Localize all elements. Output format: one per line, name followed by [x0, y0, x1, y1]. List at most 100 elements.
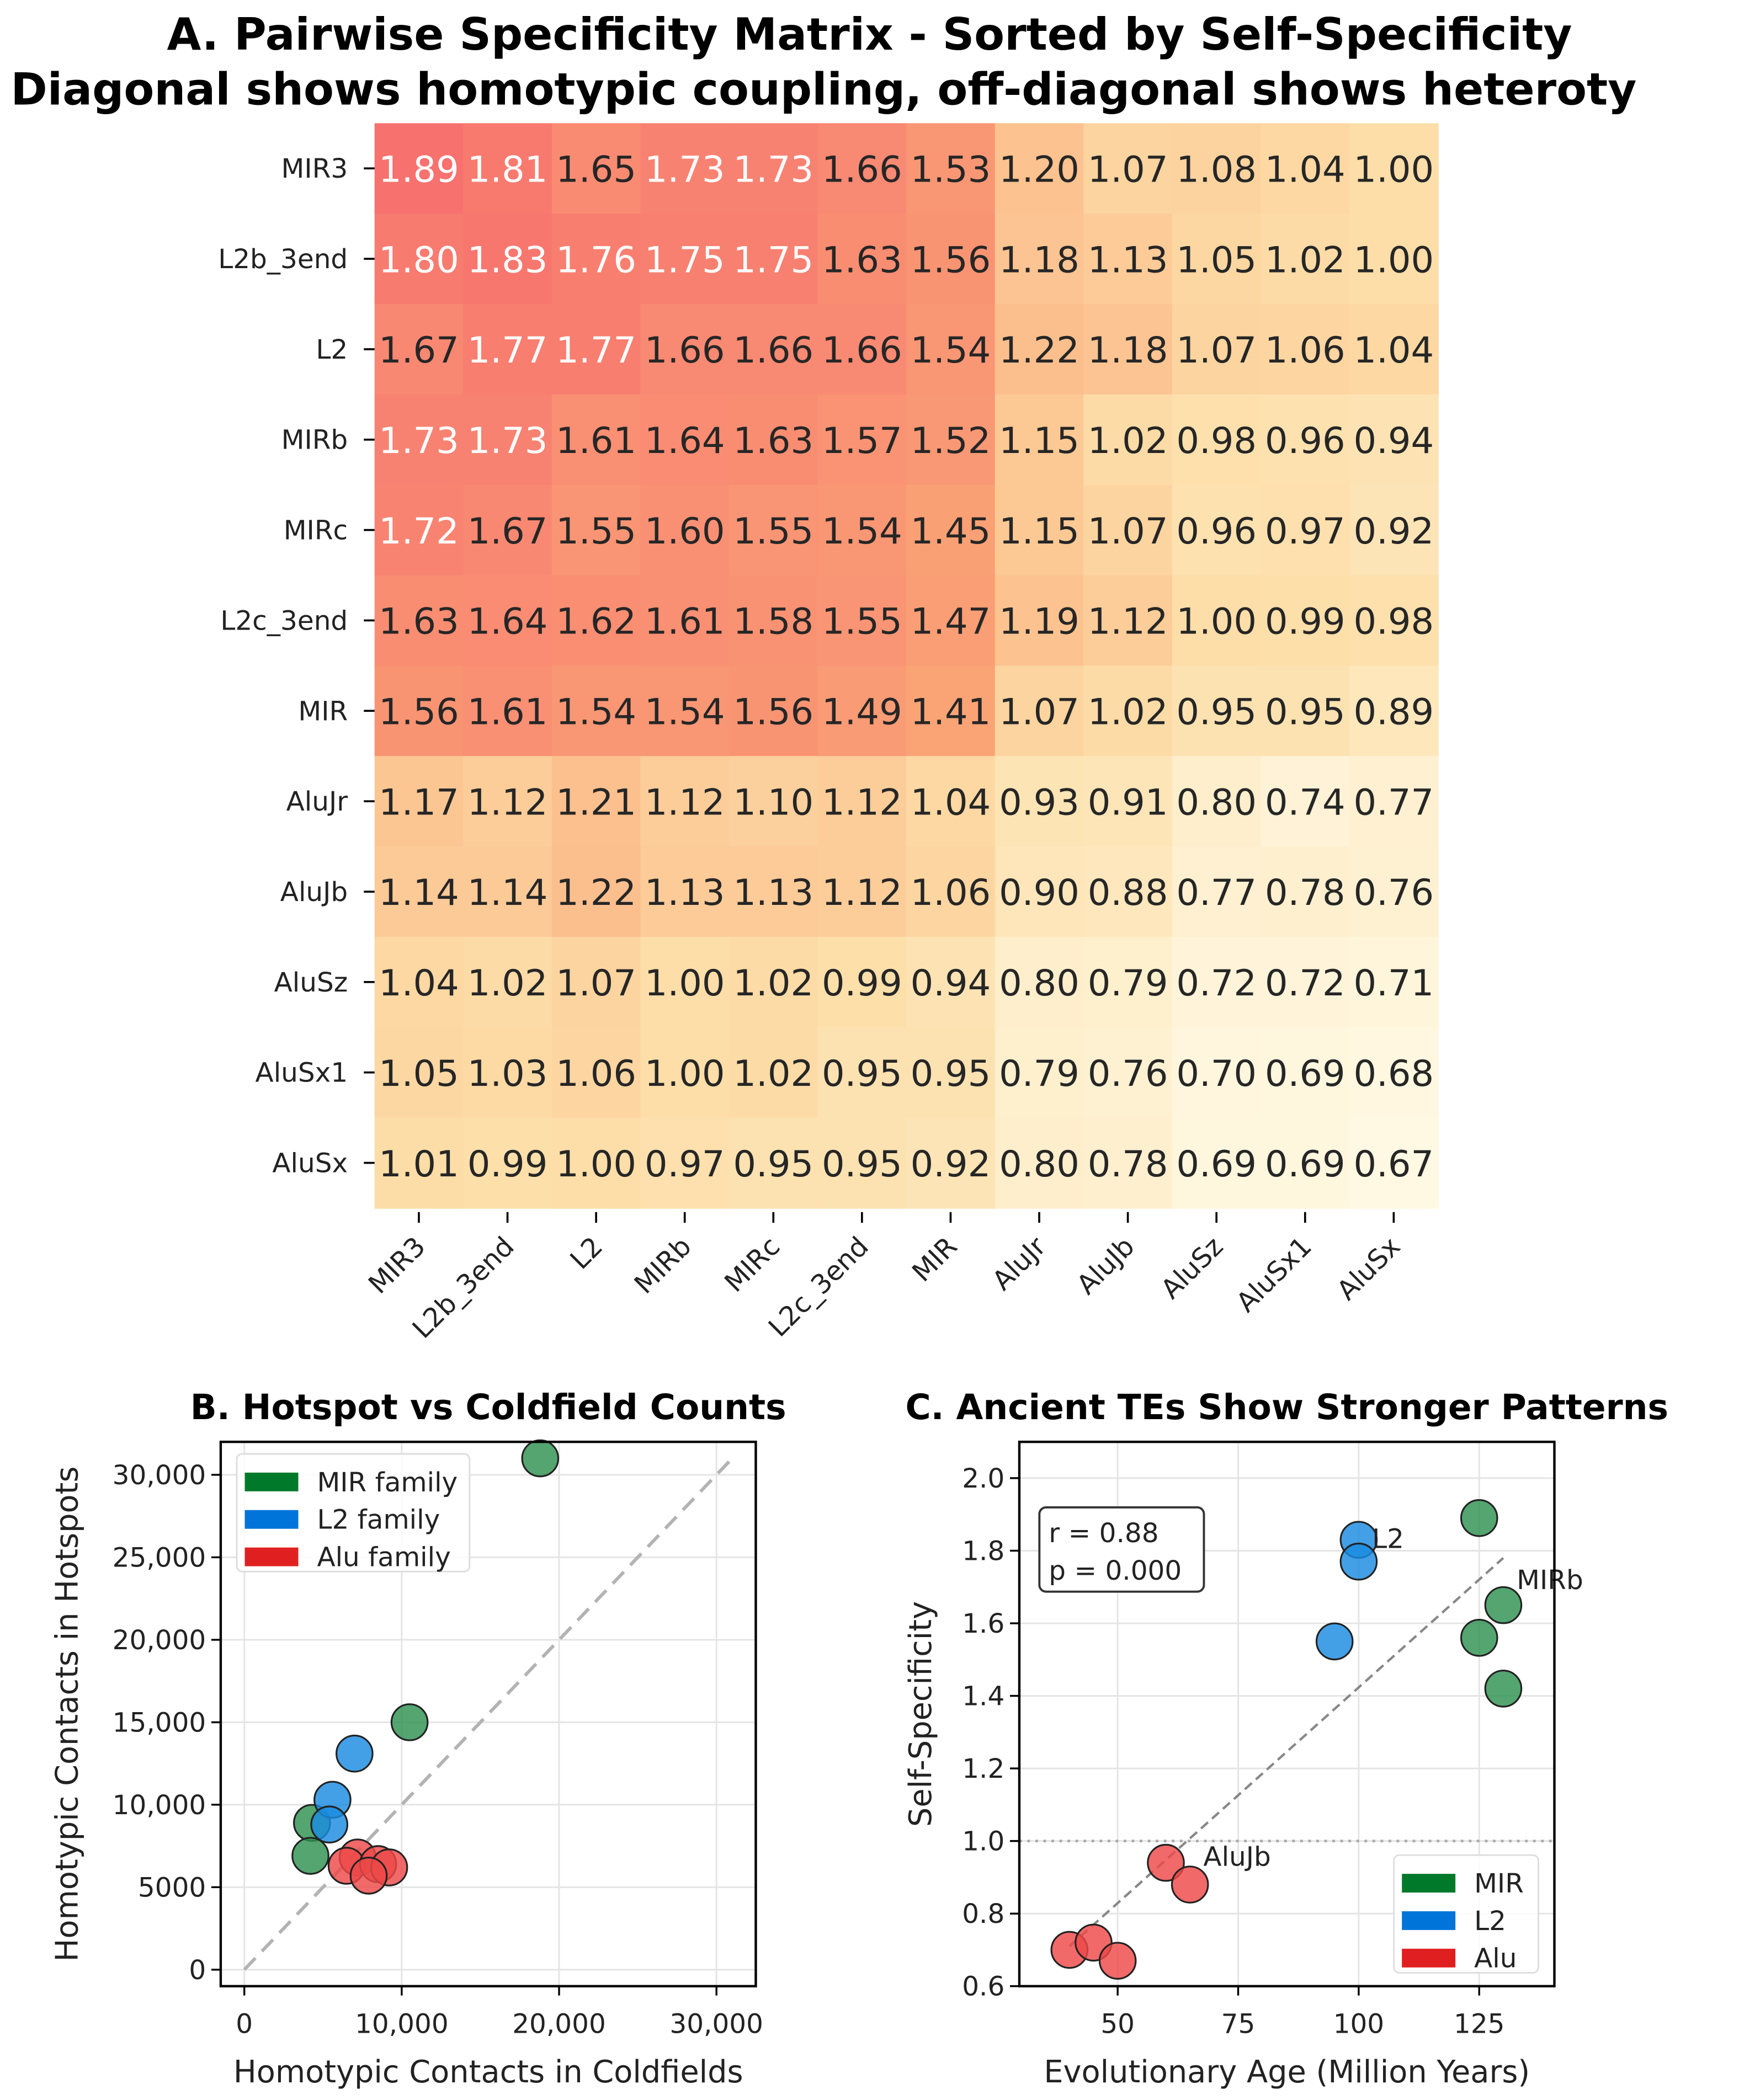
- heatmap-cell-value: 0.98: [1353, 601, 1434, 643]
- data-point-l2: [310, 1805, 348, 1844]
- heatmap-cell-value: 1.07: [556, 962, 636, 1004]
- heatmap-cell-value: 1.61: [645, 601, 725, 643]
- heatmap-cell: [640, 1117, 730, 1209]
- stats-text: r = 0.88: [1049, 1518, 1158, 1549]
- heatmap-cell-value: 1.18: [1088, 329, 1168, 371]
- axes-frame: [1018, 1441, 1556, 1987]
- heatmap-cell-value: 1.55: [822, 601, 902, 643]
- heatmap-cell-value: 1.73: [645, 148, 725, 190]
- heatmap-cell: [1172, 756, 1262, 848]
- panel-title: C. Ancient TEs Show Stronger Patterns: [905, 1387, 1668, 1427]
- heatmap-cell-value: 1.02: [1088, 420, 1168, 462]
- heatmap-cell: [374, 1027, 464, 1118]
- heatmap-cell-value: 0.90: [999, 872, 1079, 914]
- heatmap-cell: [817, 1027, 907, 1118]
- heatmap-cell-value: 1.05: [379, 1053, 459, 1095]
- legend-label: Alu: [1474, 1943, 1517, 1974]
- heatmap-cell-value: 1.00: [1353, 239, 1434, 281]
- heatmap-cell: [728, 1117, 818, 1209]
- heatmap-cell-value: 1.00: [1176, 601, 1257, 643]
- heatmap-cell-value: 1.73: [733, 148, 813, 190]
- heatmap-cell-value: 0.89: [1353, 691, 1434, 733]
- heatmap-cell-value: 1.02: [733, 1053, 813, 1095]
- heatmap-cell: [640, 756, 730, 848]
- heatmap-cell: [1172, 1117, 1262, 1209]
- heatmap-cell: [1083, 936, 1173, 1028]
- scatter-age-vs-specificity: C. Ancient TEs Show Stronger Patterns 50 7…: [903, 1387, 1668, 2090]
- heatmap-cell: [551, 1027, 641, 1118]
- heatmap-cell: [817, 303, 907, 396]
- heatmap-cell: [551, 484, 641, 576]
- heatmap-cell: [640, 394, 730, 486]
- data-point-l2: [1339, 1542, 1378, 1581]
- heatmap-cell: [1172, 665, 1262, 757]
- heatmap-cell: [374, 846, 464, 938]
- heatmap-cell-value: 0.95: [822, 1053, 902, 1095]
- heatmap-cell-value: 1.55: [733, 510, 813, 552]
- heatmap-cell-value: 0.69: [1176, 1143, 1257, 1185]
- heatmap-cell-value: 1.02: [467, 962, 548, 1004]
- x-tick-label: 10,000: [355, 2009, 449, 2040]
- row-label: L2c_3end: [220, 605, 348, 636]
- heatmap-cell: [1172, 936, 1262, 1028]
- y-tick-label: 1.4: [962, 1681, 1004, 1712]
- row-label: L2: [316, 334, 348, 365]
- y-tick-label: 15,000: [113, 1707, 206, 1738]
- heatmap-cell: [817, 1117, 907, 1209]
- heatmap-cell-value: 1.07: [1176, 329, 1257, 371]
- y-tick-label: 0.8: [962, 1899, 1004, 1930]
- heatmap-cell-value: 0.92: [911, 1143, 991, 1185]
- heatmap-cell-value: 1.04: [1353, 329, 1434, 371]
- heatmap-cell: [640, 665, 730, 757]
- data-point-l2: [1315, 1622, 1354, 1661]
- heatmap-cell: [906, 123, 996, 215]
- heatmap-cell-value: 0.72: [1265, 962, 1346, 1004]
- heatmap-cell: [1261, 484, 1350, 576]
- heatmap-cell-value: 0.74: [1265, 781, 1346, 823]
- heatmap-cell: [1261, 214, 1350, 305]
- heatmap-cell-value: 1.61: [556, 420, 636, 462]
- row-label: AluJr: [286, 786, 348, 817]
- heatmap-cell: [995, 484, 1084, 576]
- heatmap-cell-value: 0.96: [1265, 420, 1346, 462]
- heatmap-cell-value: 0.67: [1353, 1143, 1434, 1185]
- y-tick-label: 20,000: [113, 1625, 206, 1656]
- y-tick-label: 0.6: [962, 1971, 1004, 2002]
- heatmap-cell-value: 0.94: [1353, 420, 1434, 462]
- heatmap: 1.89 1.81 1.65 1.73 1.73 1.66 1.53 1.20 1.07 1.08…: [218, 123, 1439, 1345]
- heatmap-cell-value: 1.47: [911, 601, 991, 643]
- heatmap-cell: [1349, 484, 1439, 576]
- heatmap-cell: [374, 303, 464, 396]
- heatmap-cell: [1083, 214, 1173, 305]
- heatmap-cell-value: 0.69: [1265, 1143, 1346, 1185]
- heatmap-cell-value: 0.78: [1088, 1143, 1168, 1185]
- legend-label: L2: [1474, 1906, 1506, 1937]
- heatmap-cell: [1083, 123, 1173, 215]
- heatmap-cell-value: 1.22: [556, 872, 636, 914]
- heatmap-cell-value: 0.88: [1088, 872, 1168, 914]
- heatmap-cell: [1083, 575, 1173, 667]
- heatmap-cell: [906, 756, 996, 848]
- heatmap-cell: [1349, 1117, 1439, 1209]
- column-label: MIR: [906, 1231, 963, 1288]
- heatmap-cell: [728, 846, 818, 938]
- heatmap-cell-value: 1.49: [822, 691, 902, 733]
- heatmap-cell-value: 1.60: [645, 510, 725, 552]
- heatmap-cell-value: 0.99: [467, 1143, 548, 1185]
- heatmap-cell-value: 1.63: [733, 420, 813, 462]
- row-label: MIRb: [281, 425, 348, 456]
- heatmap-cell: [728, 1027, 818, 1118]
- heatmap-cell-value: 0.95: [1265, 691, 1346, 733]
- heatmap-cell-value: 1.67: [379, 329, 459, 371]
- heatmap-cell: [995, 123, 1084, 215]
- heatmap-cell-value: 1.01: [379, 1143, 459, 1185]
- heatmap-cell: [463, 575, 553, 667]
- heatmap-cell: [906, 846, 996, 938]
- heatmap-cell-value: 0.80: [1176, 781, 1257, 823]
- heatmap-cell-value: 1.00: [645, 962, 725, 1004]
- heatmap-cell: [817, 214, 907, 305]
- x-tick-label: 75: [1221, 2009, 1256, 2040]
- heatmap-cell-value: 1.12: [1088, 601, 1168, 643]
- heatmap-cell: [728, 394, 818, 486]
